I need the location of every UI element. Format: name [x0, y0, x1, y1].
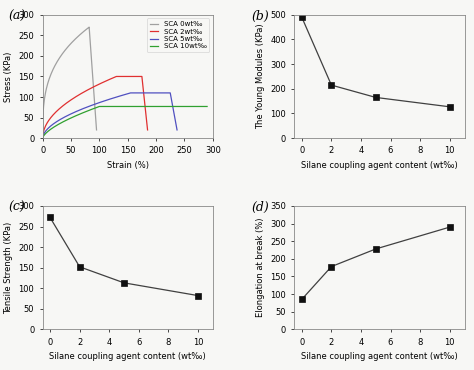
SCA 0wt‰ [87, 32, 92, 36]
SCA 0wt‰ [94, 128, 100, 132]
SCA 2wt‰ [45, 120, 51, 124]
SCA 5wt‰ [130, 91, 136, 95]
SCA 0wt‰ [80, 30, 85, 35]
X-axis label: Strain (%): Strain (%) [107, 161, 149, 170]
SCA 5wt‰ [44, 127, 50, 132]
X-axis label: Silane coupling agent content (wt‰): Silane coupling agent content (wt‰) [301, 161, 458, 170]
SCA 2wt‰ [40, 136, 46, 140]
Y-axis label: Stress (KPa): Stress (KPa) [4, 51, 13, 102]
SCA 10wt‰ [170, 104, 176, 109]
SCA 5wt‰ [86, 104, 91, 109]
Line: SCA 2wt‰: SCA 2wt‰ [43, 77, 147, 138]
SCA 5wt‰ [73, 109, 79, 114]
SCA 2wt‰ [114, 74, 119, 79]
SCA 10wt‰ [204, 104, 210, 109]
SCA 5wt‰ [60, 116, 66, 120]
X-axis label: Silane coupling agent content (wt‰): Silane coupling agent content (wt‰) [301, 352, 458, 361]
SCA 0wt‰ [56, 56, 62, 61]
SCA 0wt‰ [84, 26, 90, 31]
SCA 0wt‰ [86, 25, 92, 29]
SCA 2wt‰ [126, 74, 131, 79]
SCA 10wt‰ [143, 104, 148, 109]
Line: SCA 10wt‰: SCA 10wt‰ [43, 107, 207, 138]
SCA 2wt‰ [145, 128, 150, 132]
Text: (b): (b) [252, 10, 270, 23]
Line: SCA 0wt‰: SCA 0wt‰ [43, 27, 97, 138]
X-axis label: Silane coupling agent content (wt‰): Silane coupling agent content (wt‰) [49, 352, 206, 361]
Text: (c): (c) [9, 201, 26, 214]
SCA 10wt‰ [88, 107, 94, 112]
SCA 2wt‰ [141, 93, 147, 98]
SCA 10wt‰ [97, 104, 102, 109]
SCA 0wt‰ [65, 44, 71, 48]
SCA 2wt‰ [101, 80, 107, 84]
Text: (a): (a) [9, 10, 26, 23]
SCA 5wt‰ [128, 91, 133, 95]
Y-axis label: The Young Modules (KPa): The Young Modules (KPa) [255, 24, 264, 129]
SCA 0wt‰ [40, 136, 46, 140]
SCA 10wt‰ [40, 136, 46, 140]
Line: SCA 5wt‰: SCA 5wt‰ [43, 93, 177, 138]
Legend: SCA 0wt‰, SCA 2wt‰, SCA 5wt‰, SCA 10wt‰: SCA 0wt‰, SCA 2wt‰, SCA 5wt‰, SCA 10wt‰ [147, 18, 210, 52]
SCA 10wt‰ [109, 104, 115, 109]
Y-axis label: Tensile Strength (KPa): Tensile Strength (KPa) [4, 222, 13, 314]
SCA 0wt‰ [71, 38, 77, 43]
SCA 2wt‰ [41, 130, 46, 134]
SCA 2wt‰ [122, 74, 128, 79]
SCA 5wt‰ [127, 91, 133, 95]
Text: (d): (d) [252, 201, 270, 214]
SCA 5wt‰ [174, 128, 180, 132]
SCA 10wt‰ [80, 111, 86, 115]
SCA 5wt‰ [40, 136, 46, 140]
SCA 10wt‰ [117, 104, 123, 109]
Y-axis label: Elongation at break (%): Elongation at break (%) [255, 218, 264, 317]
